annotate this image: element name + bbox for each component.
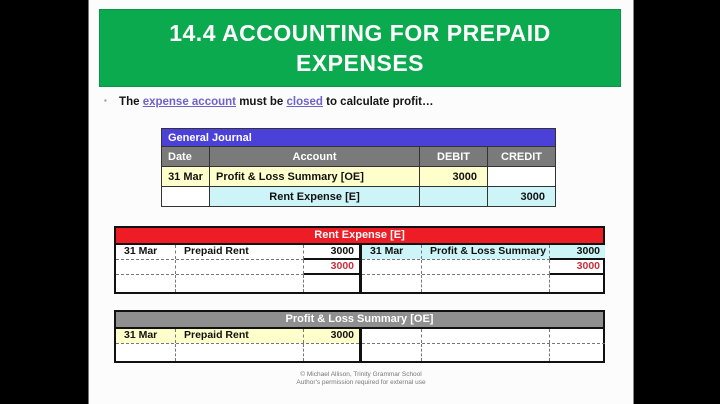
journal-date-cell: 31 Mar xyxy=(161,166,210,187)
rent-expense-taccount: Rent Expense [E] 31 Mar Prepaid Rent 300… xyxy=(114,226,605,294)
bullet-text-part: to calculate profit… xyxy=(322,96,434,108)
slide-title: 14.4 ACCOUNTING FOR PREPAID EXPENSES xyxy=(169,20,551,76)
slide: 14.4 ACCOUNTING FOR PREPAID EXPENSES ▪ T… xyxy=(88,0,634,404)
slide-footer: © Michael Allison, Trinity Grammar Schoo… xyxy=(89,371,633,386)
journal-header-row: Date Account DEBIT CREDIT xyxy=(161,146,557,167)
general-journal-table: General Journal Date Account DEBIT CREDI… xyxy=(160,128,557,207)
entry-date: 31 Mar xyxy=(362,245,422,259)
journal-account-cell: Profit & Loss Summary [OE] xyxy=(209,166,420,187)
entry-desc: Profit & Loss Summary xyxy=(422,245,550,259)
expense-account-link[interactable]: expense account xyxy=(142,96,237,108)
taccount-center-divider xyxy=(359,245,362,292)
journal-debit-cell xyxy=(419,186,488,207)
taccount-body: 31 Mar Prepaid Rent 3000 3000 xyxy=(116,245,605,292)
entry-date: 31 Mar xyxy=(116,245,176,259)
bullet-text-part: The xyxy=(119,96,143,108)
ledger-total-row: 3000 xyxy=(116,260,359,275)
debit-side: 31 Mar Prepaid Rent 3000 xyxy=(116,329,359,361)
journal-debit-cell: 3000 xyxy=(419,166,488,187)
credit-side xyxy=(362,329,605,361)
entry-desc: Prepaid Rent xyxy=(176,329,304,343)
column-header-date: Date xyxy=(161,146,210,167)
journal-credit-cell xyxy=(486,166,557,187)
journal-credit-cell: 3000 xyxy=(486,186,557,207)
taccount-title: Profit & Loss Summary [OE] xyxy=(116,312,603,329)
taccount-body: 31 Mar Prepaid Rent 3000 xyxy=(116,329,605,361)
entry-amount: 3000 xyxy=(550,245,605,260)
entry-amount: 3000 xyxy=(304,245,359,260)
entry-amount xyxy=(550,329,605,343)
closed-link[interactable]: closed xyxy=(286,96,323,108)
copyright-line: © Michael Allison, Trinity Grammar Schoo… xyxy=(300,371,422,378)
ledger-empty-row xyxy=(362,275,605,292)
debit-side: 31 Mar Prepaid Rent 3000 3000 xyxy=(116,245,359,292)
bullet-line: ▪ The expense account must be closed to … xyxy=(104,96,433,108)
permission-line: Author's permission required for externa… xyxy=(296,378,426,386)
bullet-icon: ▪ xyxy=(104,96,107,105)
journal-row: 31 Mar Profit & Loss Summary [OE] 3000 xyxy=(161,166,557,187)
total-amount: 3000 xyxy=(304,260,359,275)
entry-date: 31 Mar xyxy=(116,329,176,343)
taccount-center-divider xyxy=(359,329,362,361)
ledger-entry-row xyxy=(362,329,605,344)
ledger-empty-row xyxy=(116,344,359,361)
journal-account-cell: Rent Expense [E] xyxy=(209,186,420,207)
ledger-empty-row xyxy=(116,275,359,292)
ledger-entry-row: 31 Mar Prepaid Rent 3000 xyxy=(116,329,359,344)
ledger-total-row: 3000 xyxy=(362,260,605,275)
journal-date-cell xyxy=(161,186,210,207)
taccount-title: Rent Expense [E] xyxy=(116,228,603,245)
ledger-entry-row: 31 Mar Profit & Loss Summary 3000 xyxy=(362,245,605,260)
column-header-account: Account xyxy=(209,146,420,167)
total-amount: 3000 xyxy=(550,260,605,275)
ledger-entry-row: 31 Mar Prepaid Rent 3000 xyxy=(116,245,359,260)
entry-desc xyxy=(422,329,550,343)
entry-desc: Prepaid Rent xyxy=(176,245,304,259)
slide-title-banner: 14.4 ACCOUNTING FOR PREPAID EXPENSES xyxy=(99,9,621,87)
journal-title-row: General Journal xyxy=(160,128,557,147)
credit-side: 31 Mar Profit & Loss Summary 3000 3000 xyxy=(362,245,605,292)
journal-title: General Journal xyxy=(160,128,557,147)
entry-amount: 3000 xyxy=(304,329,359,343)
profit-loss-taccount: Profit & Loss Summary [OE] 31 Mar Prepai… xyxy=(114,310,605,363)
column-header-debit: DEBIT xyxy=(419,146,488,167)
column-header-credit: CREDIT xyxy=(486,146,557,167)
ledger-empty-row xyxy=(362,344,605,361)
bullet-text-part: must be xyxy=(236,96,287,108)
journal-row: Rent Expense [E] 3000 xyxy=(161,186,557,207)
entry-date xyxy=(362,329,422,343)
